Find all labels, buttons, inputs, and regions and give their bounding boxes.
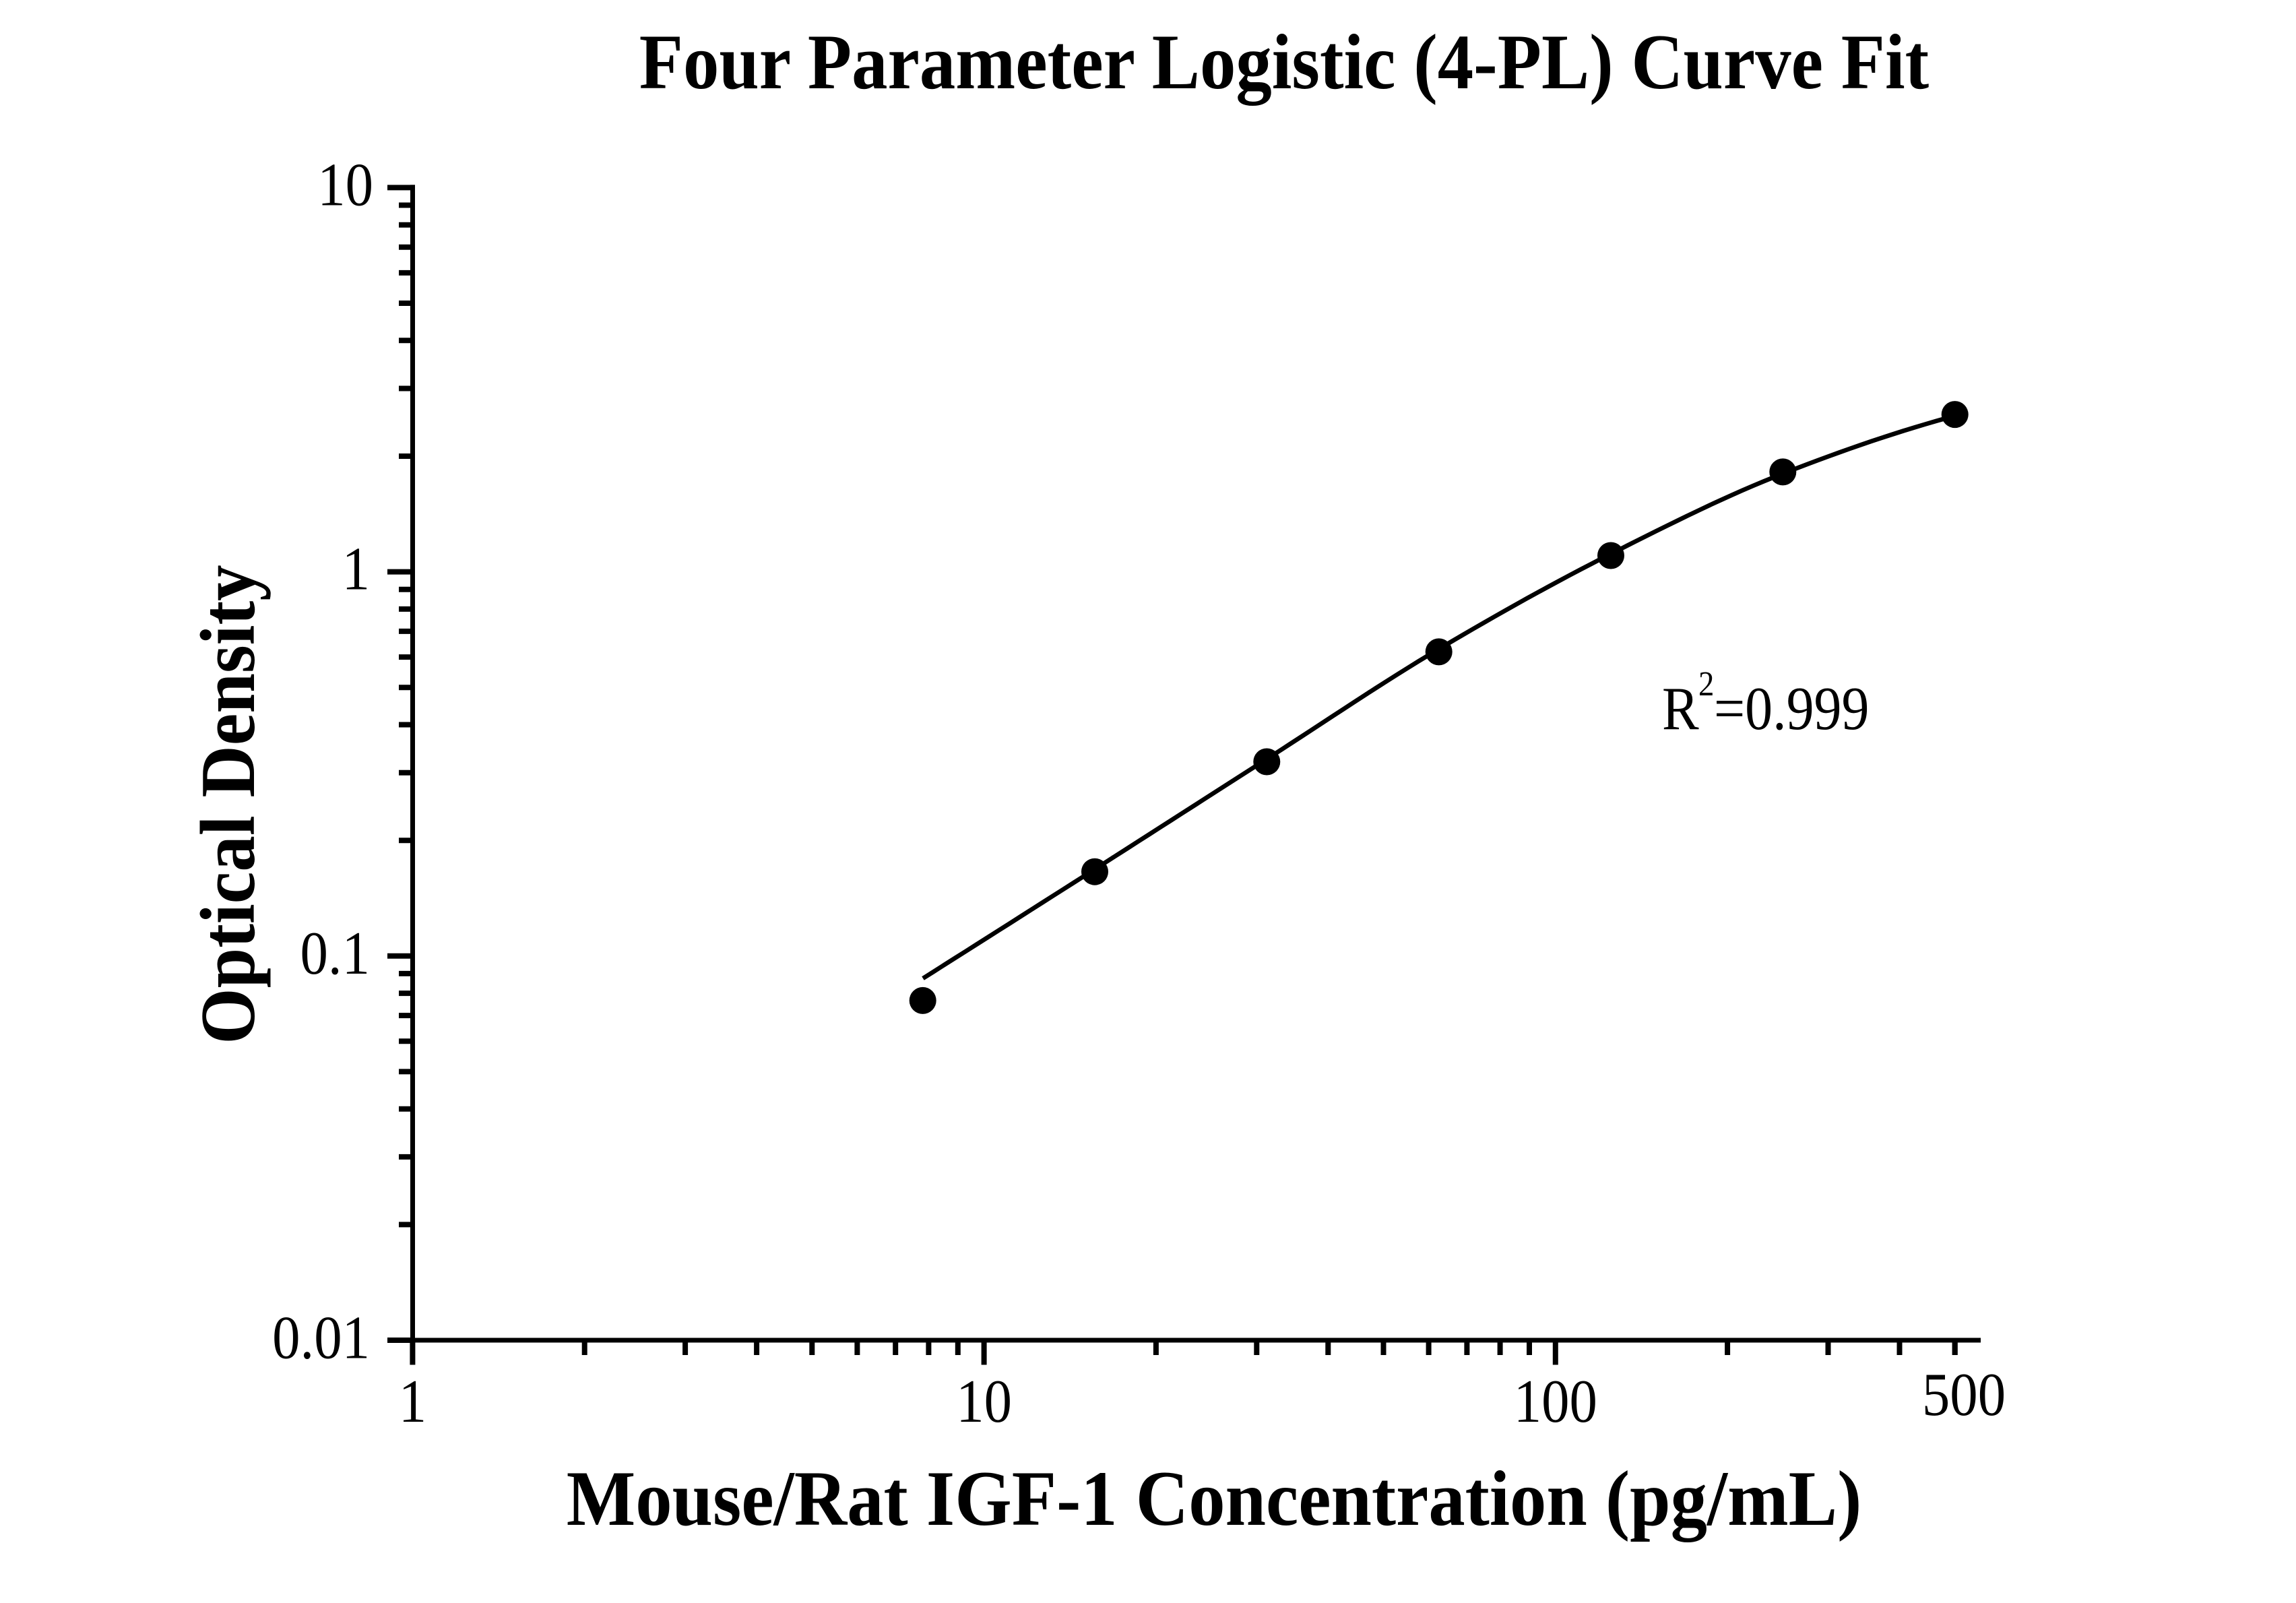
svg-text:Four Parameter Logistic (4-PL): Four Parameter Logistic (4-PL) Curve Fit [639, 19, 1929, 106]
svg-text:10: 10 [317, 150, 373, 218]
svg-text:R: R [1662, 674, 1699, 743]
svg-text:=0.999: =0.999 [1714, 674, 1869, 743]
svg-text:0.01: 0.01 [272, 1303, 370, 1371]
svg-text:10: 10 [956, 1366, 1012, 1435]
svg-text:Optical Density: Optical Density [186, 565, 272, 1044]
svg-text:1: 1 [342, 534, 370, 602]
svg-text:0.1: 0.1 [300, 918, 370, 986]
svg-text:2: 2 [1698, 664, 1714, 703]
svg-text:500: 500 [1922, 1360, 2006, 1428]
svg-text:1: 1 [399, 1366, 426, 1435]
svg-text:Mouse/Rat IGF-1 Concentration: Mouse/Rat IGF-1 Concentration (pg/mL) [567, 1455, 1862, 1542]
svg-text:100: 100 [1514, 1366, 1597, 1435]
